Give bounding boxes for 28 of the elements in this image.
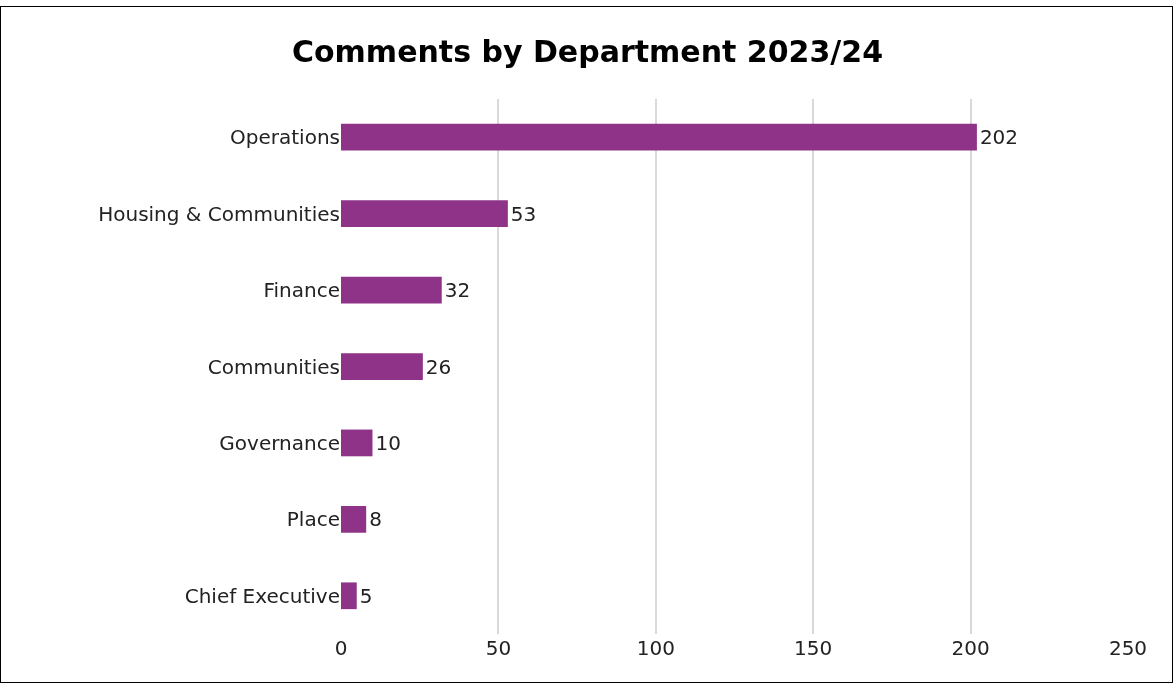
y-tick-label: Communities bbox=[207, 354, 340, 379]
x-tick-label: 250 bbox=[1108, 636, 1148, 660]
data-label: 202 bbox=[979, 125, 1019, 150]
bar bbox=[341, 353, 423, 380]
bar bbox=[341, 123, 977, 151]
x-tick-label: 0 bbox=[334, 636, 348, 660]
chart-title: Comments by Department 2023/24 bbox=[291, 33, 884, 69]
data-label: 10 bbox=[375, 430, 401, 455]
y-tick-label: Finance bbox=[263, 278, 340, 303]
data-label: 32 bbox=[444, 278, 471, 303]
data-label: 26 bbox=[425, 354, 452, 379]
x-tick-label: 100 bbox=[636, 636, 675, 660]
y-tick-label: Governance bbox=[219, 430, 340, 455]
x-tick-label: 150 bbox=[794, 636, 833, 660]
data-label: 5 bbox=[359, 583, 373, 608]
y-tick-label: Housing & Communities bbox=[98, 201, 340, 226]
x-tick-label: 50 bbox=[485, 636, 512, 660]
bar bbox=[341, 582, 357, 610]
data-label: 53 bbox=[510, 201, 537, 226]
y-tick-label: Place bbox=[286, 507, 340, 532]
y-tick-label: Chief Executive bbox=[184, 583, 340, 608]
bar bbox=[341, 429, 373, 457]
bar bbox=[341, 276, 442, 304]
data-label: 8 bbox=[369, 507, 382, 532]
bar bbox=[341, 200, 508, 228]
x-tick-label: 200 bbox=[951, 636, 990, 660]
bar bbox=[341, 505, 367, 533]
y-tick-label: Operations bbox=[230, 125, 340, 150]
